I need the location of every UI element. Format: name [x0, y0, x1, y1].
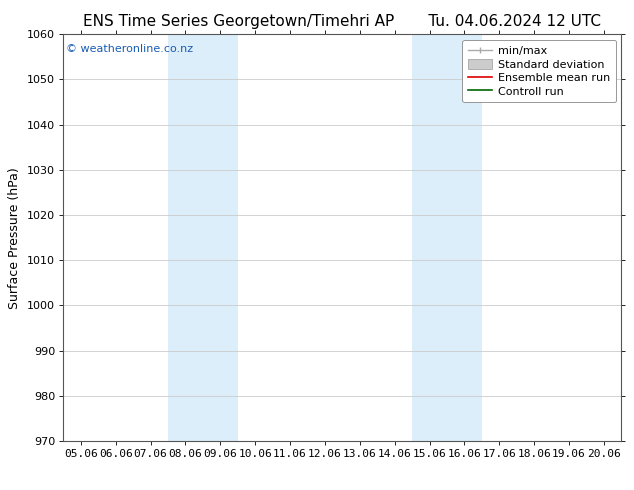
Title: ENS Time Series Georgetown/Timehri AP       Tu. 04.06.2024 12 UTC: ENS Time Series Georgetown/Timehri AP Tu… [83, 14, 602, 29]
Legend: min/max, Standard deviation, Ensemble mean run, Controll run: min/max, Standard deviation, Ensemble me… [462, 40, 616, 102]
Text: © weatheronline.co.nz: © weatheronline.co.nz [66, 45, 193, 54]
Bar [168, 34, 238, 441]
Bar [412, 34, 482, 441]
Y-axis label: Surface Pressure (hPa): Surface Pressure (hPa) [8, 167, 22, 309]
